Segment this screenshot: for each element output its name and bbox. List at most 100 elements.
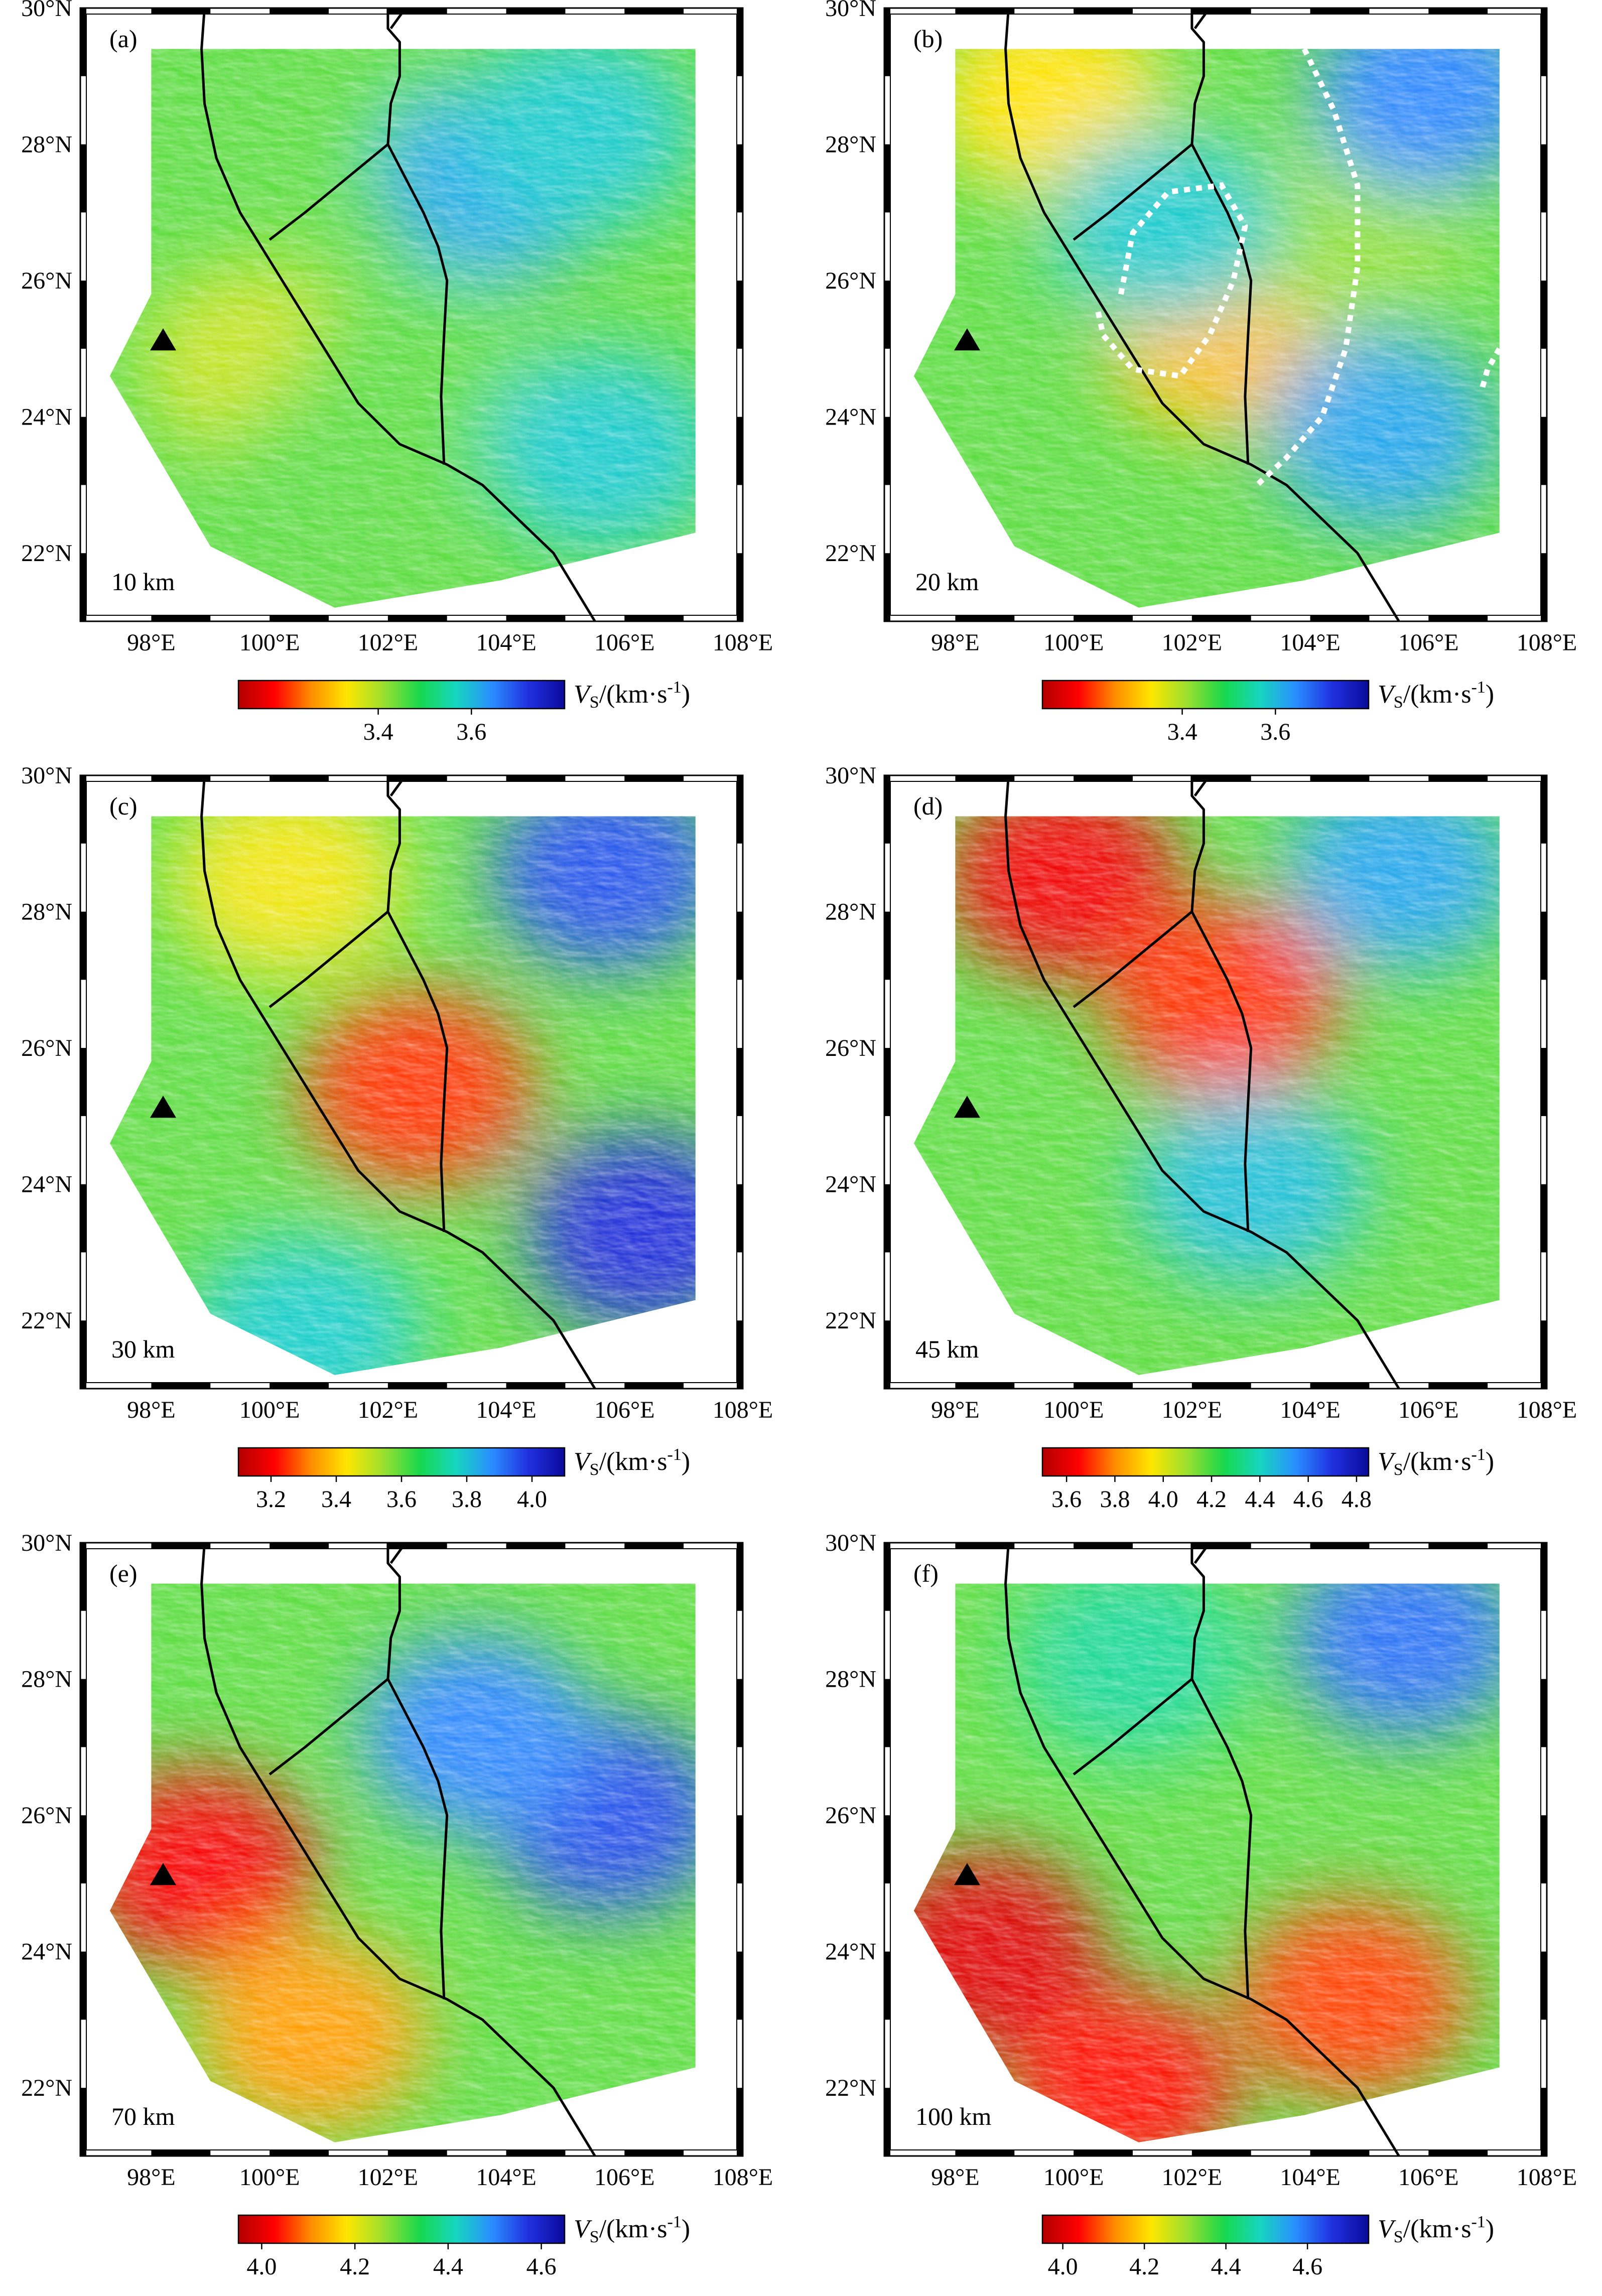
colorbar-tick-label: 4.2 [340,2253,370,2280]
lon-tick-label: 98°E [931,2164,980,2191]
lon-tick-label: 104°E [1280,629,1341,656]
map-panel-f: 98°E 100°E 102°E 104°E 106°E 108°E 30°N 28°N 26°… [825,1530,1577,2280]
lon-tick-label: 106°E [594,1397,655,1423]
colorbar-label: VS/(km·s-1) [574,1445,690,1479]
colorbar-tick-label: 4.4 [433,2253,463,2280]
fault-lines [1004,7,1400,622]
lat-tick-label: 24°N [825,404,876,431]
lat-tick-label: 22°N [825,540,876,567]
lat-tick-label: 30°N [21,1530,72,1556]
lat-tick-label: 26°N [825,267,876,294]
lat-tick-label: 28°N [825,899,876,925]
fault-lines [200,774,596,1390]
colorbar-tick-label: 4.0 [1148,1486,1178,1513]
lat-tick-label: 22°N [21,1307,72,1334]
lat-tick-label: 22°N [825,2075,876,2101]
colorbar-tick-label: 4.2 [1129,2253,1159,2280]
colorbar-tick-label: 4.0 [1048,2253,1078,2280]
map-panel-d: 98°E 100°E 102°E 104°E 106°E 108°E 30°N 28°N 26°… [825,762,1577,1513]
panel-letter: (e) [109,1559,138,1587]
lon-tick-label: 100°E [239,2164,300,2191]
velocity-field [913,49,1500,608]
lat-tick-label: 28°N [21,131,72,158]
lon-tick-label: 98°E [931,629,980,656]
lon-tick-label: 100°E [1043,629,1104,656]
lat-tick-label: 24°N [21,1939,72,1965]
colorbar-tick-label: 3.6 [1260,719,1290,745]
colorbar-tick-label: 4.6 [1293,1486,1323,1513]
depth-label: 45 km [915,1335,979,1363]
colorbar-tick-label: 4.6 [526,2253,557,2280]
depth-label: 100 km [915,2102,992,2130]
lat-tick-label: 30°N [825,1530,876,1556]
lat-tick-label: 24°N [825,1171,876,1198]
lon-tick-label: 102°E [1162,629,1223,656]
colorbar: 3.4 3.6 VS/(km·s-1) [237,678,690,745]
lat-tick-label: 30°N [21,762,72,789]
panel-letter: (f) [913,1559,939,1587]
lat-tick-label: 24°N [825,1939,876,1965]
lon-tick-label: 98°E [127,1397,176,1423]
colorbar-tick-label: 4.2 [1196,1486,1227,1513]
colorbar-tick-label: 4.4 [1245,1486,1275,1513]
lon-tick-label: 106°E [1398,629,1459,656]
lon-tick-label: 108°E [1517,1397,1577,1423]
lat-tick-label: 28°N [21,899,72,925]
lon-tick-label: 106°E [594,629,655,656]
panel-letter: (b) [913,25,943,53]
colorbar: 3.6 3.8 4.0 4.2 4.4 4.6 4.8VS/(km·s-1) [1041,1445,1494,1513]
velocity-field [913,1583,1500,2142]
lon-tick-label: 104°E [476,1397,537,1423]
lat-tick-label: 30°N [825,0,876,22]
colorbar-tick-label: 3.4 [363,719,393,745]
station-triangle-icon [150,1863,176,1885]
colorbar-label: VS/(km·s-1) [1378,1445,1494,1479]
lat-tick-label: 24°N [21,404,72,431]
colorbar: 3.2 3.4 3.6 3.8 4.0 VS/(km·s-1) [237,1445,690,1513]
lat-tick-label: 22°N [21,540,72,567]
panel-letter: (c) [109,792,138,820]
lon-tick-label: 106°E [594,2164,655,2191]
colorbar: 4.0 4.2 4.4 4.6 VS/(km·s-1) [237,2213,690,2280]
colorbar: 3.4 3.6 VS/(km·s-1) [1041,678,1494,745]
map-panel-e: 98°E 100°E 102°E 104°E 106°E 108°E 30°N 28°N 26°… [21,1530,773,2280]
lon-tick-label: 104°E [1280,2164,1341,2191]
colorbar-tick-label: 3.4 [321,1486,351,1513]
velocity-field [913,816,1500,1375]
lat-tick-label: 26°N [21,1035,72,1061]
depth-label: 70 km [111,2102,175,2130]
station-triangle-icon [954,1863,980,1885]
lon-tick-label: 102°E [358,1397,419,1423]
lon-tick-label: 108°E [713,629,773,656]
depth-label: 20 km [915,568,979,596]
station-triangle-icon [150,1096,176,1118]
lon-tick-label: 108°E [1517,629,1577,656]
lon-tick-label: 98°E [127,629,176,656]
lat-tick-label: 28°N [21,1666,72,1693]
fault-lines [1004,1542,1400,2157]
map-panel-c: 98°E 100°E 102°E 104°E 106°E 108°E 30°N 28°N 26°… [21,762,773,1513]
lat-tick-label: 22°N [21,2075,72,2101]
lat-tick-label: 26°N [21,267,72,294]
colorbar-tick-label: 4.0 [517,1486,547,1513]
lon-tick-label: 106°E [1398,2164,1459,2191]
lon-tick-label: 102°E [358,629,419,656]
colorbar-tick-label: 4.4 [1211,2253,1241,2280]
colorbar-label: VS/(km·s-1) [1378,678,1494,712]
colorbar: 4.0 4.2 4.4 4.6 VS/(km·s-1) [1041,2213,1494,2280]
panel-letter: (d) [913,792,943,820]
lon-tick-label: 108°E [713,2164,773,2191]
lon-tick-label: 100°E [239,629,300,656]
map-panel-b: 98°E 100°E 102°E 104°E 106°E 108°E 30°N 28°N 26°… [825,0,1577,745]
lon-tick-label: 102°E [1162,1397,1223,1423]
velocity-field [109,1583,696,2142]
lon-tick-label: 106°E [1398,1397,1459,1423]
colorbar-tick-label: 3.8 [452,1486,482,1513]
colorbar-tick-label: 4.0 [246,2253,277,2280]
velocity-field [109,816,696,1375]
panel-letter: (a) [109,25,138,53]
lat-tick-label: 22°N [825,1307,876,1334]
fault-lines [1004,774,1400,1390]
lat-tick-label: 28°N [825,131,876,158]
